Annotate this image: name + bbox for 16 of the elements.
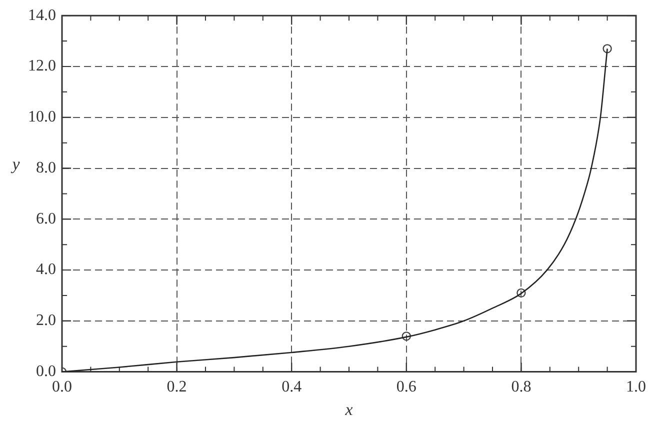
y-tick-label: 12.0 xyxy=(28,58,56,75)
y-tick-label: 4.0 xyxy=(36,261,56,278)
x-tick-label: 0.4 xyxy=(282,378,302,396)
y-tick-label: 14.0 xyxy=(28,6,56,24)
x-tick-label: 0.0 xyxy=(52,378,72,396)
x-tick-label: 1.0 xyxy=(626,378,646,396)
y-tick-label: 6.0 xyxy=(36,210,56,228)
y-tick-label: 8.0 xyxy=(36,159,56,176)
x-tick-label: 0.2 xyxy=(166,378,187,396)
x-axis-title: x xyxy=(344,400,354,419)
y-tick-label: 10.0 xyxy=(28,108,56,126)
x-tick-label: 0.8 xyxy=(511,378,532,396)
y-tick-label: 0.0 xyxy=(36,363,56,380)
y-tick-label: 2.0 xyxy=(36,312,56,330)
x-tick-label: 0.6 xyxy=(396,378,416,396)
y-axis-title: y xyxy=(10,154,20,174)
